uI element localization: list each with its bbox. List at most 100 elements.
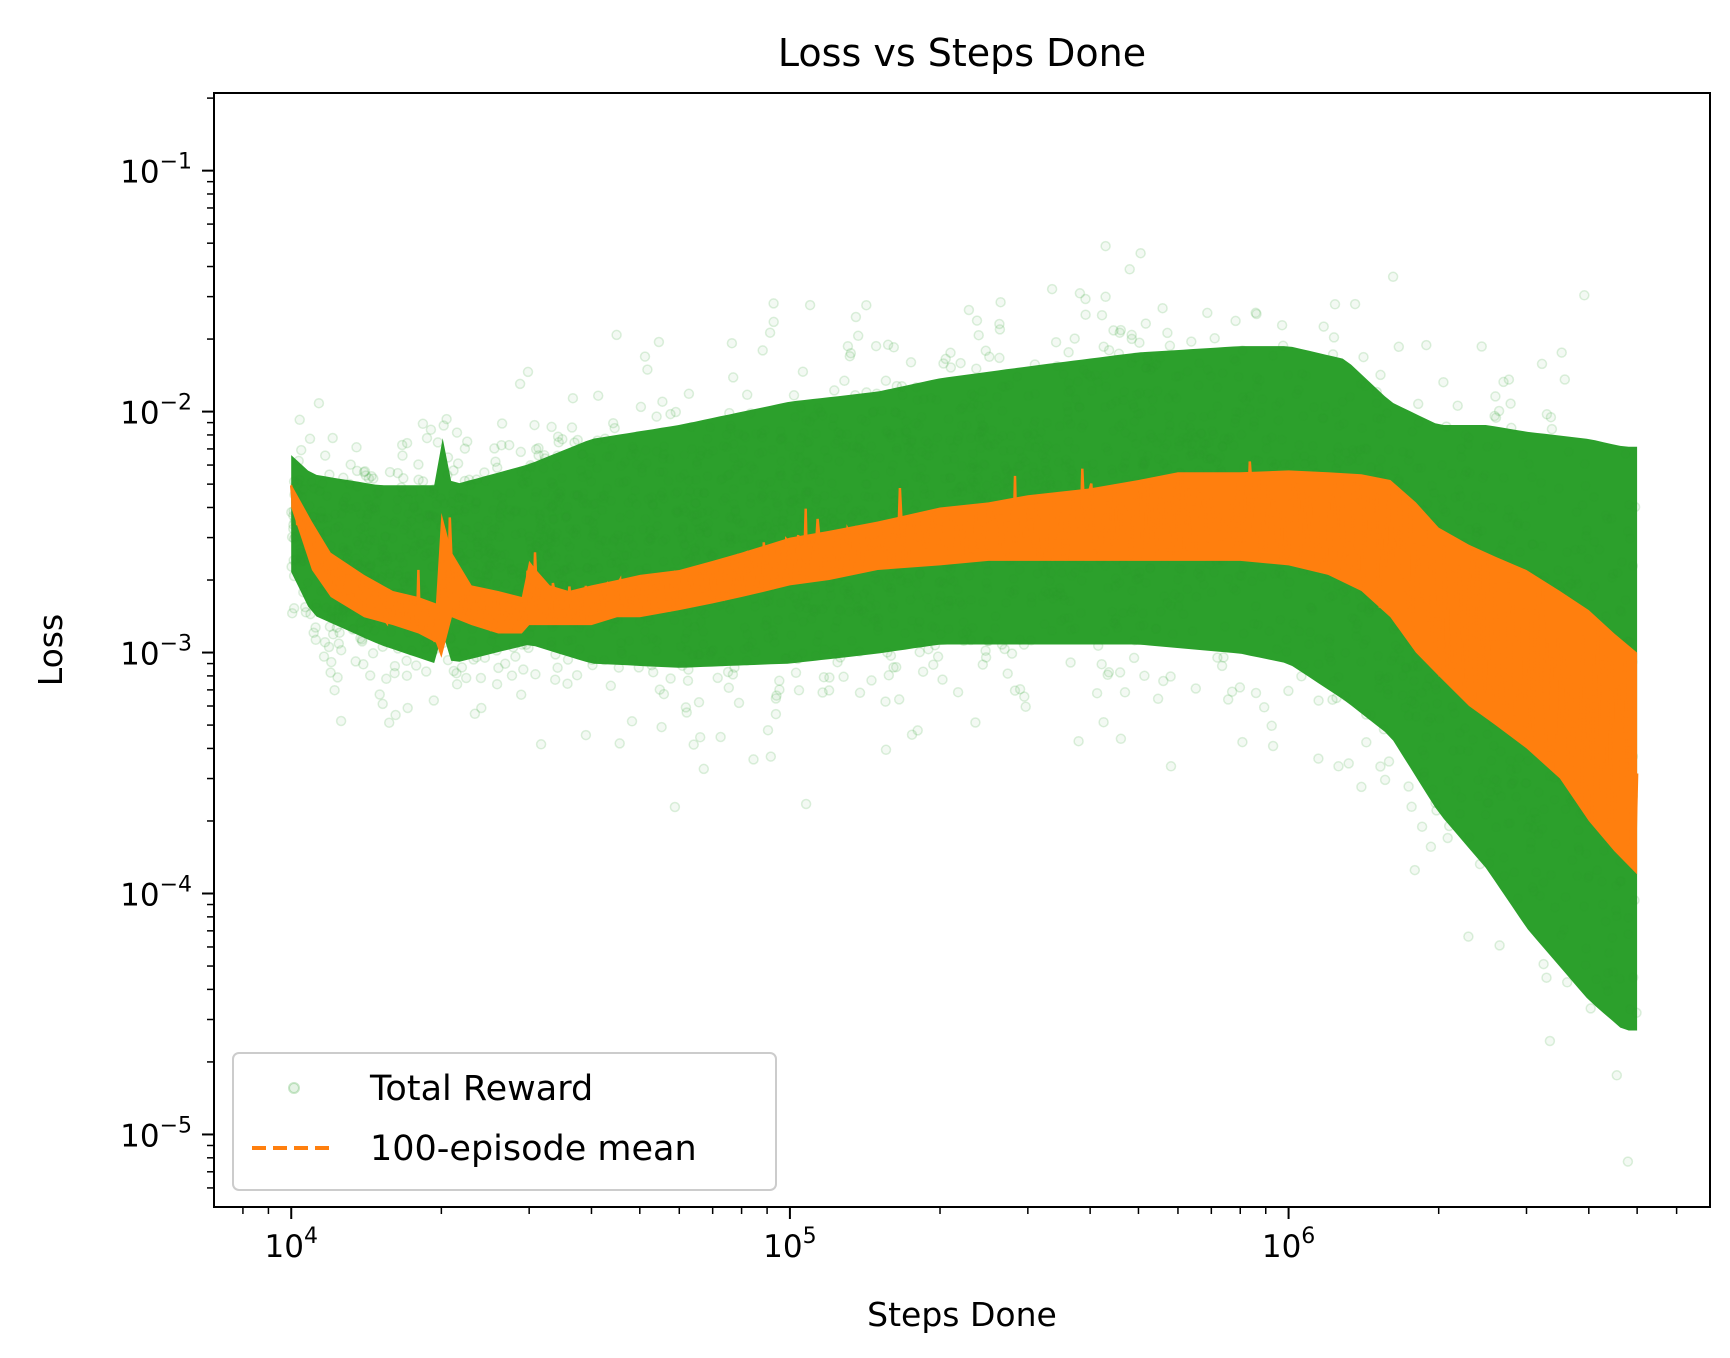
scatter-point — [1142, 388, 1154, 399]
scatter-point — [546, 636, 557, 647]
scatter-point — [1205, 370, 1217, 382]
scatter-point — [401, 571, 412, 583]
scatter-point — [1556, 347, 1567, 358]
scatter-point — [1063, 612, 1075, 624]
scatter-point — [878, 509, 889, 520]
scatter-point — [1578, 901, 1590, 912]
scatter-point — [935, 590, 946, 601]
scatter-point — [1044, 475, 1056, 487]
scatter-point — [1344, 391, 1356, 403]
scatter-point — [428, 483, 440, 495]
scatter-point — [401, 670, 413, 681]
scatter-point — [1236, 429, 1247, 440]
scatter-point — [690, 497, 701, 509]
scatter-point — [1249, 455, 1261, 466]
scatter-point — [634, 564, 645, 576]
scatter-point — [1486, 755, 1497, 766]
scatter-point — [1124, 264, 1135, 275]
scatter-point — [1173, 600, 1184, 612]
scatter-point — [336, 508, 347, 520]
scatter-point — [1580, 480, 1591, 492]
scatter-point — [1296, 671, 1307, 682]
scatter-point — [844, 606, 855, 617]
scatter-point — [815, 506, 826, 517]
scatter-point — [479, 553, 491, 565]
scatter-point — [547, 513, 558, 525]
scatter-point — [364, 568, 376, 579]
scatter-point — [1464, 467, 1475, 479]
scatter-point — [884, 571, 895, 583]
scatter-point — [1431, 698, 1443, 709]
scatter-point — [736, 457, 748, 468]
scatter-point — [1051, 360, 1063, 372]
scatter-point — [961, 626, 972, 638]
scatter-point — [515, 689, 527, 700]
scatter-point — [545, 527, 556, 539]
scatter-point — [1080, 293, 1091, 305]
scatter-point — [1110, 573, 1121, 584]
scatter-point — [1114, 667, 1126, 678]
scatter-point — [973, 329, 984, 341]
scatter-point — [840, 440, 852, 451]
scatter-point — [1582, 872, 1594, 884]
scatter-point — [525, 460, 536, 471]
scatter-point — [1174, 563, 1185, 574]
scatter-point — [1182, 583, 1193, 595]
scatter-point — [1601, 513, 1613, 525]
scatter-point — [1132, 408, 1144, 420]
scatter-point — [681, 645, 693, 656]
scatter-point — [503, 439, 515, 451]
scatter-point — [801, 486, 813, 497]
scatter-point — [808, 411, 819, 422]
scatter-point — [743, 641, 754, 652]
scatter-point — [1442, 832, 1453, 844]
scatter-point — [1191, 591, 1202, 602]
scatter-point — [1585, 1003, 1596, 1014]
scatter-point — [426, 534, 437, 545]
scatter-point — [1119, 464, 1131, 475]
scatter-point — [691, 509, 703, 521]
scatter-point — [1098, 716, 1109, 728]
scatter-point — [398, 576, 409, 587]
scatter-point — [655, 490, 666, 502]
scatter-point — [1011, 416, 1023, 428]
scatter-point — [324, 469, 335, 480]
scatter-point — [1103, 344, 1115, 356]
scatter-point — [1212, 382, 1223, 393]
scatter-point — [971, 363, 982, 374]
scatter-point — [612, 529, 624, 541]
scatter-point — [1327, 349, 1339, 360]
scatter-point — [1092, 640, 1104, 651]
scatter-point — [1266, 455, 1277, 467]
scatter-point — [724, 469, 735, 480]
scatter-point — [630, 548, 641, 559]
scatter-point — [491, 489, 503, 500]
scatter-point — [1217, 367, 1228, 379]
scatter-point — [461, 524, 472, 535]
scatter-point — [1307, 440, 1319, 452]
scatter-point — [746, 525, 758, 537]
scatter-point — [890, 661, 902, 673]
scatter-point — [561, 536, 572, 547]
scatter-point — [491, 645, 502, 656]
scatter-point — [1163, 410, 1175, 422]
scatter-point — [760, 506, 772, 517]
scatter-point — [1228, 582, 1239, 594]
scatter-point — [1037, 449, 1048, 461]
scatter-point — [1371, 386, 1382, 398]
scatter-point — [1257, 393, 1268, 405]
scatter-point — [631, 459, 643, 470]
scatter-point — [1282, 588, 1293, 600]
scatter-point — [1170, 371, 1182, 382]
scatter-point — [1430, 797, 1441, 809]
scatter-point — [1308, 402, 1320, 413]
scatter-point — [856, 604, 867, 616]
scatter-point — [1318, 321, 1329, 332]
scatter-point — [829, 488, 841, 499]
scatter-point — [943, 595, 954, 607]
scatter-point — [1600, 610, 1612, 622]
scatter-point — [999, 381, 1011, 393]
scatter-point — [402, 702, 413, 714]
scatter-point — [358, 659, 369, 670]
scatter-point — [1443, 820, 1455, 832]
